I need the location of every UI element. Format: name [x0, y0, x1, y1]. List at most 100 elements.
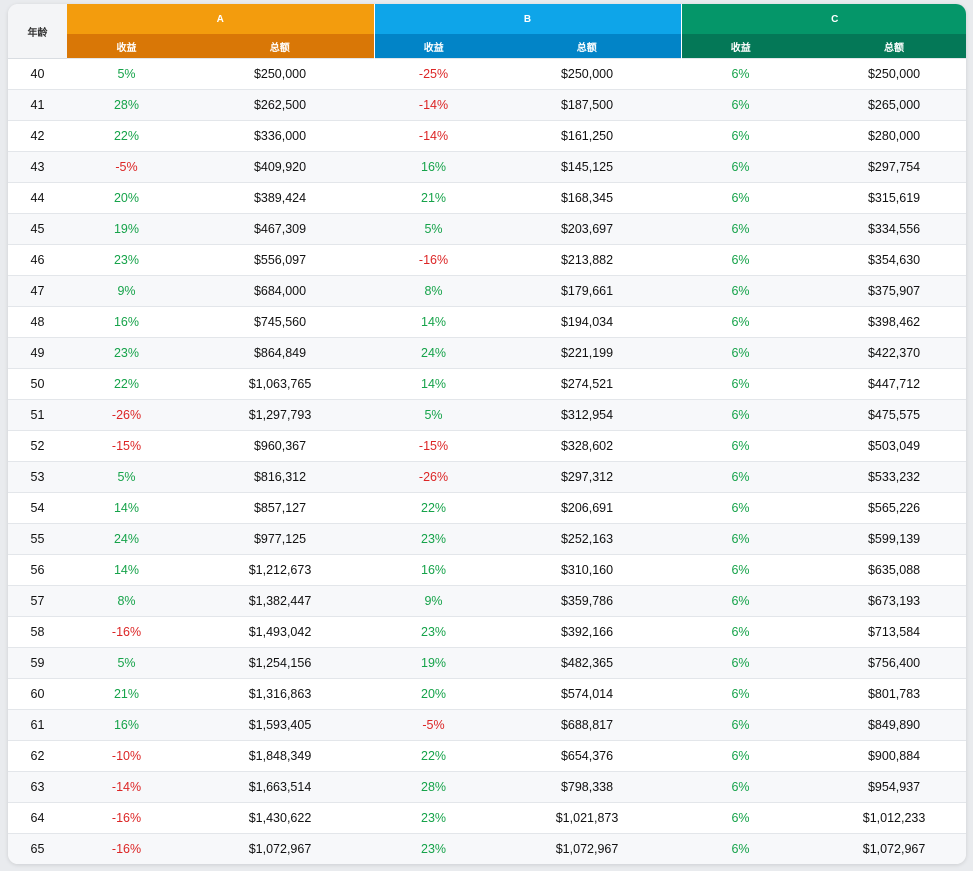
- group-b-total-cell: $312,954: [493, 399, 682, 431]
- group-b-return-cell: 22%: [374, 492, 494, 524]
- group-b-return-cell: 16%: [374, 151, 494, 183]
- group-c-return-cell: 6%: [681, 368, 801, 400]
- group-a-return-cell: 19%: [67, 213, 186, 245]
- table-row: 54 14% $857,127 22% $206,691 6% $565,226: [8, 492, 966, 524]
- group-c-return-cell: 6%: [681, 213, 801, 245]
- group-b-total-cell: $688,817: [493, 709, 682, 741]
- age-cell: 48: [8, 306, 67, 338]
- group-c-total-cell: $447,712: [800, 368, 966, 400]
- group-a-total-cell: $684,000: [186, 275, 375, 307]
- group-b-total-cell: $1,072,967: [493, 833, 682, 864]
- group-a-return-cell: 28%: [67, 89, 186, 121]
- group-c-total-header: 总额: [800, 34, 966, 59]
- group-a-return-cell: 5%: [67, 461, 186, 493]
- group-c-return-cell: 6%: [681, 740, 801, 772]
- group-c-return-cell: 6%: [681, 833, 801, 864]
- group-c-return-cell: 6%: [681, 58, 801, 90]
- group-a-header: A: [67, 4, 375, 34]
- group-b-return-cell: 20%: [374, 678, 494, 710]
- age-cell: 65: [8, 833, 67, 864]
- group-c-return-cell: 6%: [681, 337, 801, 369]
- group-c-return-cell: 6%: [681, 647, 801, 679]
- group-a-return-cell: 8%: [67, 585, 186, 617]
- group-a-total-cell: $745,560: [186, 306, 375, 338]
- group-a-total-cell: $857,127: [186, 492, 375, 524]
- group-a-return-cell: 24%: [67, 523, 186, 555]
- group-a-return-cell: -15%: [67, 430, 186, 462]
- age-cell: 61: [8, 709, 67, 741]
- group-b-return-cell: 21%: [374, 182, 494, 214]
- age-cell: 58: [8, 616, 67, 648]
- group-c-total-cell: $565,226: [800, 492, 966, 524]
- group-a-return-cell: 21%: [67, 678, 186, 710]
- table-row: 48 16% $745,560 14% $194,034 6% $398,462: [8, 306, 966, 338]
- group-b-total-cell: $203,697: [493, 213, 682, 245]
- table-header: 年龄 A B C 收益 总额 收益 总额 收益 总额: [8, 4, 966, 59]
- table-row: 50 22% $1,063,765 14% $274,521 6% $447,712: [8, 368, 966, 400]
- age-cell: 52: [8, 430, 67, 462]
- group-c-total-cell: $297,754: [800, 151, 966, 183]
- group-a-return-cell: 22%: [67, 368, 186, 400]
- group-b-total-cell: $168,345: [493, 182, 682, 214]
- group-a-total-cell: $1,663,514: [186, 771, 375, 803]
- table-row: 44 20% $389,424 21% $168,345 6% $315,619: [8, 182, 966, 214]
- group-a-total-cell: $864,849: [186, 337, 375, 369]
- group-a-return-cell: 5%: [67, 647, 186, 679]
- group-a-return-cell: -16%: [67, 833, 186, 864]
- group-a-total-cell: $960,367: [186, 430, 375, 462]
- group-c-return-cell: 6%: [681, 275, 801, 307]
- group-b-total-cell: $179,661: [493, 275, 682, 307]
- table-body: 40 5% $250,000 -25% $250,000 6% $250,000 41 28% $…: [8, 58, 966, 864]
- age-cell: 46: [8, 244, 67, 276]
- group-b-total-header: 总额: [493, 34, 682, 59]
- age-cell: 59: [8, 647, 67, 679]
- group-b-total-cell: $328,602: [493, 430, 682, 462]
- group-a-total-header: 总额: [186, 34, 375, 59]
- group-c-total-cell: $422,370: [800, 337, 966, 369]
- group-b-return-cell: -25%: [374, 58, 494, 90]
- table-row: 49 23% $864,849 24% $221,199 6% $422,370: [8, 337, 966, 369]
- group-b-return-cell: 19%: [374, 647, 494, 679]
- age-cell: 47: [8, 275, 67, 307]
- group-c-return-cell: 6%: [681, 523, 801, 555]
- group-c-total-cell: $375,907: [800, 275, 966, 307]
- group-c-return-cell: 6%: [681, 244, 801, 276]
- group-b-return-cell: 23%: [374, 833, 494, 864]
- age-cell: 51: [8, 399, 67, 431]
- group-c-return-cell: 6%: [681, 151, 801, 183]
- group-a-return-cell: 23%: [67, 337, 186, 369]
- age-cell: 43: [8, 151, 67, 183]
- table-row: 60 21% $1,316,863 20% $574,014 6% $801,783: [8, 678, 966, 710]
- table-row: 55 24% $977,125 23% $252,163 6% $599,139: [8, 523, 966, 555]
- group-c-return-cell: 6%: [681, 89, 801, 121]
- group-c-total-cell: $533,232: [800, 461, 966, 493]
- table-row: 42 22% $336,000 -14% $161,250 6% $280,000: [8, 120, 966, 152]
- group-c-return-cell: 6%: [681, 120, 801, 152]
- table-row: 45 19% $467,309 5% $203,697 6% $334,556: [8, 213, 966, 245]
- group-b-total-cell: $187,500: [493, 89, 682, 121]
- group-b-return-cell: -16%: [374, 244, 494, 276]
- returns-table-card: 年龄 A B C 收益 总额 收益 总额 收益 总额 40 5% $250,000-…: [8, 4, 966, 864]
- group-a-total-cell: $977,125: [186, 523, 375, 555]
- group-a-total-cell: $262,500: [186, 89, 375, 121]
- group-a-return-cell: 14%: [67, 554, 186, 586]
- age-cell: 62: [8, 740, 67, 772]
- group-b-return-cell: -15%: [374, 430, 494, 462]
- group-a-return-cell: 16%: [67, 306, 186, 338]
- table-row: 61 16% $1,593,405 -5% $688,817 6% $849,890: [8, 709, 966, 741]
- group-b-total-cell: $482,365: [493, 647, 682, 679]
- age-cell: 63: [8, 771, 67, 803]
- group-b-total-cell: $574,014: [493, 678, 682, 710]
- group-c-total-cell: $334,556: [800, 213, 966, 245]
- table-row: 41 28% $262,500 -14% $187,500 6% $265,000: [8, 89, 966, 121]
- group-a-return-cell: -14%: [67, 771, 186, 803]
- group-c-total-cell: $1,072,967: [800, 833, 966, 864]
- age-column-header: 年龄: [8, 4, 67, 59]
- group-c-return-cell: 6%: [681, 306, 801, 338]
- group-a-total-cell: $1,072,967: [186, 833, 375, 864]
- group-b-total-cell: $654,376: [493, 740, 682, 772]
- group-c-return-cell: 6%: [681, 678, 801, 710]
- group-c-total-cell: $250,000: [800, 58, 966, 90]
- group-c-return-cell: 6%: [681, 461, 801, 493]
- group-a-total-cell: $409,920: [186, 151, 375, 183]
